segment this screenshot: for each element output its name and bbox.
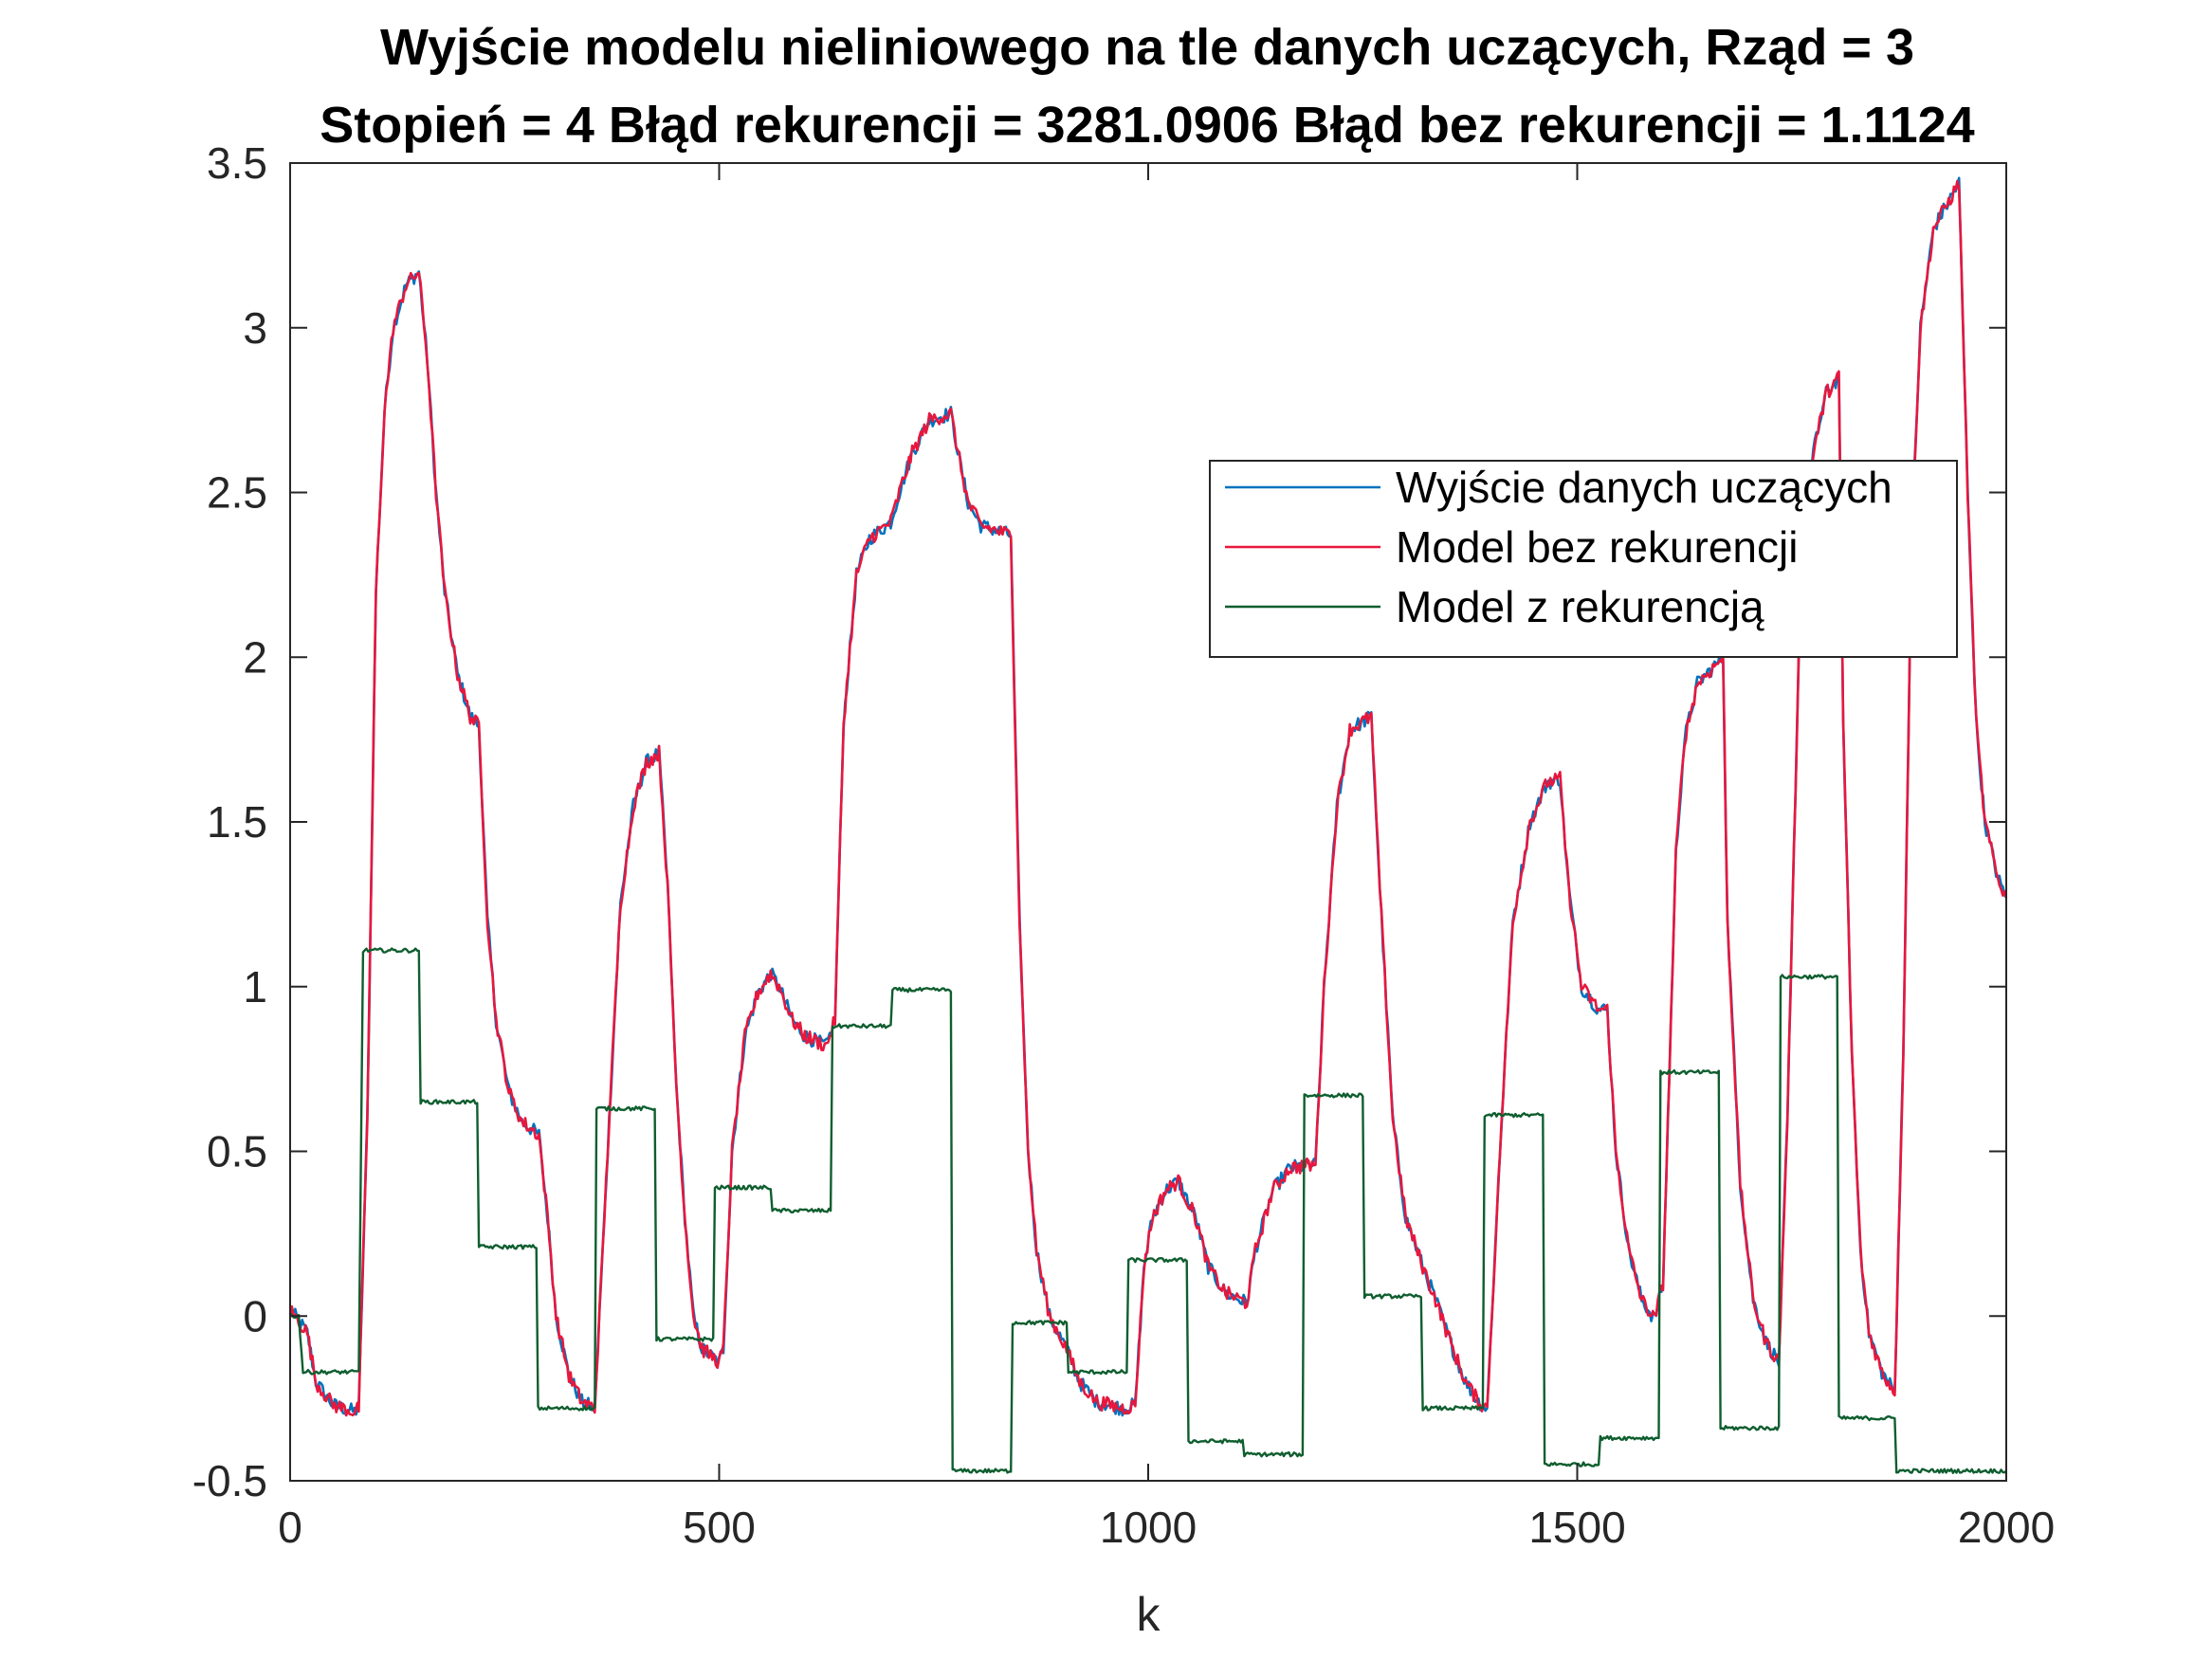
y-tick-label: 1 — [243, 962, 267, 1012]
x-tick-label: 1000 — [1100, 1503, 1197, 1552]
legend-label-1: Wyjście danych uczących — [1396, 463, 1892, 512]
series-line-3 — [289, 947, 2007, 1474]
legend-box — [1209, 460, 1958, 658]
legend: Wyjście danych uczących Model bez rekuren… — [1209, 460, 1958, 658]
x-tick-label: 500 — [683, 1503, 756, 1552]
y-tick-label: 3 — [243, 303, 267, 353]
x-axis-label: k — [1137, 1588, 1161, 1641]
y-tick-label: 2.5 — [207, 468, 267, 518]
legend-label-3: Model z rekurencją — [1396, 582, 1764, 631]
x-tick-label: 2000 — [1958, 1503, 2055, 1552]
y-tick-label: -0.5 — [192, 1456, 267, 1505]
y-tick-label: 2 — [243, 632, 267, 682]
x-tick-label: 1500 — [1528, 1503, 1625, 1552]
plot-area: 0 500 1000 1500 2000-0.500.511.522.533.5 — [192, 138, 2055, 1552]
legend-label-2: Model bez rekurencji — [1396, 522, 1798, 572]
y-tick-label: 1.5 — [207, 797, 267, 847]
y-tick-label: 0.5 — [207, 1127, 267, 1176]
y-tick-label: 3.5 — [207, 138, 267, 188]
y-tick-label: 0 — [243, 1291, 267, 1340]
chart-title-line1: Wyjście modelu nieliniowego na tle danyc… — [380, 19, 1914, 76]
chart-title-line2: Stopień = 4 Błąd rekurencji = 3281.0906 … — [320, 97, 1974, 154]
axes-background — [290, 163, 2006, 1481]
x-tick-label: 0 — [278, 1503, 302, 1552]
